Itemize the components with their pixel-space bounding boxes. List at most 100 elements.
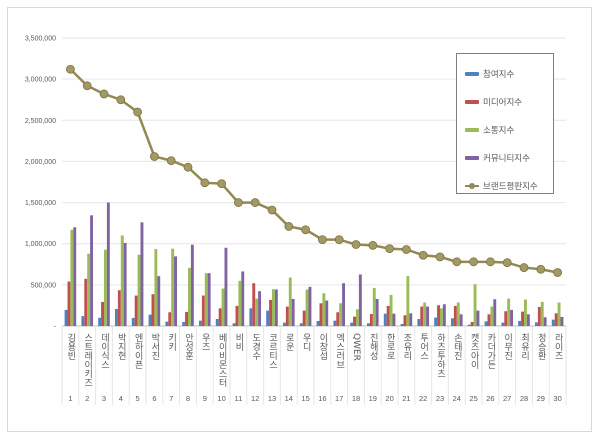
bar-2 [470, 321, 474, 326]
bar-1 [98, 317, 102, 326]
legend-item-brand: 브랜드평판지수 [465, 180, 538, 192]
bar-3 [70, 229, 74, 326]
brand-point [485, 257, 495, 267]
category-label: 카더가든 [485, 333, 496, 369]
category-label: 캣츠아이 [468, 333, 479, 369]
brand-point [452, 257, 462, 267]
bar-4 [207, 273, 211, 326]
bar-2 [554, 313, 558, 326]
y-tick-label: 1,000,000 [25, 241, 56, 248]
brand-point [301, 225, 311, 235]
brand-point [284, 222, 294, 231]
bar-1 [131, 317, 135, 326]
bar-1 [148, 314, 152, 326]
bar-2 [67, 281, 71, 326]
brand-point [267, 205, 277, 215]
legend-swatch [465, 100, 479, 104]
legend-item-participation: 참여지수 [465, 68, 514, 80]
bar-1 [232, 323, 236, 326]
rank-label: 13 [268, 394, 276, 403]
brand-point [166, 156, 176, 166]
bar-1 [165, 321, 169, 326]
category-label: 베이비몬스터 [216, 333, 227, 387]
brand-point [469, 257, 479, 267]
bar-3 [540, 301, 544, 326]
rank-label: 15 [301, 394, 309, 403]
brand-point [553, 268, 562, 277]
bar-2 [386, 305, 390, 326]
brand-point [536, 264, 546, 274]
bar-4 [543, 317, 547, 326]
bar-1 [535, 322, 538, 326]
category-label: 박서진 [149, 333, 160, 360]
brand-point [116, 95, 126, 105]
bar-4 [358, 274, 362, 326]
rank-label: 16 [318, 394, 326, 403]
legend: 참여지수 미디어지수 소통지수 커뮤니티지수 브랜드평판지수 [456, 53, 554, 194]
bar-2 [437, 305, 440, 326]
rank-label: 4 [119, 394, 123, 403]
bar-3 [473, 284, 477, 326]
bar-3 [440, 308, 443, 326]
brand-point [149, 152, 159, 161]
brand-point [133, 107, 143, 117]
category-label: 로운 [283, 333, 294, 351]
legend-swatch [465, 156, 479, 160]
bar-3 [188, 267, 191, 326]
category-label: 투어스 [418, 333, 429, 360]
bar-3 [356, 309, 359, 326]
bar-4 [174, 256, 177, 326]
category-label: 코르티스 [267, 333, 277, 369]
y-tick-label: - [54, 324, 57, 331]
bar-2 [353, 316, 356, 326]
bar-3 [154, 249, 158, 326]
brand-point [233, 198, 243, 207]
bar-1 [283, 322, 286, 326]
category-label: 우즈 [199, 333, 210, 351]
category-label: 엔하이픈 [132, 333, 143, 369]
bar-4 [510, 309, 513, 326]
brand-point [401, 245, 411, 254]
rank-label: 27 [503, 394, 511, 403]
bar-1 [417, 319, 421, 326]
brand-point [217, 179, 227, 189]
bar-4 [426, 306, 429, 326]
brand-point [435, 252, 445, 262]
bar-4 [493, 299, 497, 326]
category-label: 라이즈 [552, 333, 563, 360]
bar-2 [168, 312, 172, 326]
bar-3 [272, 289, 275, 326]
rank-label: 23 [436, 394, 444, 403]
bar-1 [383, 313, 387, 326]
category-label: 엑스러브 [334, 333, 345, 369]
bar-4 [123, 242, 127, 326]
bar-1 [451, 318, 454, 326]
legend-label: 미디어지수 [483, 98, 523, 108]
bar-2 [117, 290, 121, 326]
bar-1 [434, 317, 438, 326]
rank-label: 8 [186, 394, 190, 403]
rank-label: 30 [553, 394, 561, 403]
category-label: 김용빈 [65, 333, 76, 360]
bar-1 [501, 322, 505, 326]
legend-item-community: 커뮤니티지수 [465, 152, 530, 164]
bar-4 [241, 271, 245, 326]
category-label: 안성훈 [183, 333, 193, 360]
brand-point [368, 240, 378, 250]
legend-label: 커뮤니티지수 [483, 154, 530, 164]
chart-frame [7, 7, 592, 432]
bar-4 [140, 222, 144, 326]
category-label: 우디 [300, 333, 311, 351]
rank-label: 3 [102, 394, 106, 403]
bar-1 [316, 320, 320, 326]
rank-label: 21 [402, 394, 410, 403]
brand-point [502, 258, 512, 268]
bar-2 [336, 312, 340, 326]
bar-1 [249, 308, 253, 326]
bar-1 [551, 319, 555, 326]
bar-2 [84, 278, 88, 326]
bar-4 [442, 304, 446, 326]
bar-3 [221, 288, 225, 326]
bar-3 [389, 294, 393, 326]
